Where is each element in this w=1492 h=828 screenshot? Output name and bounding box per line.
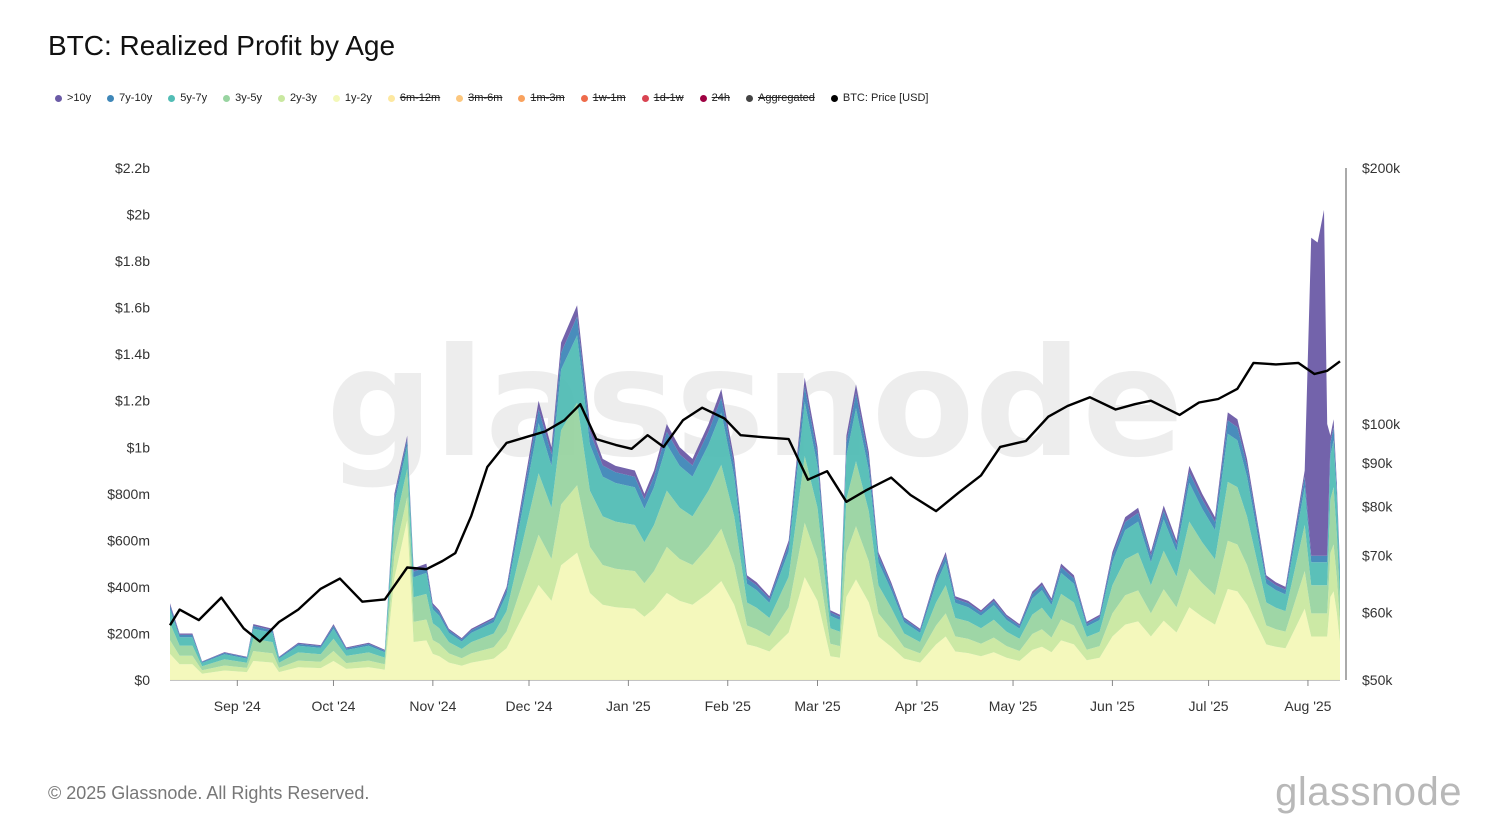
watermark-text: glassnode (326, 317, 1184, 491)
y-left-tick-label: $1.4b (115, 346, 150, 362)
y-right-tick-label: $80k (1362, 498, 1393, 514)
y-left-tick-label: $400m (107, 579, 150, 595)
x-tick-label: Apr '25 (895, 698, 939, 714)
x-tick-label: Aug '25 (1284, 698, 1331, 714)
legend-item[interactable]: BTC: Price [USD] (830, 92, 929, 104)
y-left-tick-label: $1.6b (115, 300, 150, 316)
legend-label: 3y-5y (235, 92, 263, 104)
legend-swatch (456, 94, 464, 102)
legend-swatch (641, 94, 649, 102)
legend-item[interactable]: 3m-6m (456, 92, 502, 104)
y-left-tick-label: $600m (107, 532, 150, 548)
legend-label: 1m-3m (530, 92, 565, 104)
y-left-tick-label: $800m (107, 486, 150, 502)
brand-logo: glassnode (1275, 770, 1462, 814)
legend-item[interactable]: 6m-12m (387, 92, 441, 104)
legend-item[interactable]: Aggregated (745, 92, 815, 104)
y-right-tick-label: $70k (1362, 548, 1393, 564)
legend-swatch (332, 94, 340, 102)
legend-item[interactable]: 5y-7y (168, 92, 207, 104)
legend-label: 5y-7y (180, 92, 208, 104)
legend-swatch (518, 94, 526, 102)
area-series-2y3y (170, 485, 1340, 674)
copyright-footer: © 2025 Glassnode. All Rights Reserved. (48, 783, 370, 803)
legend-swatch (107, 94, 115, 102)
legend-label: 7y-10y (119, 92, 153, 104)
legend-label: 1y-2y (344, 92, 372, 104)
x-tick-label: Feb '25 (705, 698, 751, 714)
legend-label: >10y (67, 92, 92, 104)
legend-swatch (830, 94, 838, 102)
x-tick-label: May '25 (989, 698, 1038, 714)
legend-item[interactable]: 1w-1m (580, 92, 626, 104)
x-tick-label: Mar '25 (794, 698, 840, 714)
legend-item[interactable]: 1y-2y (332, 92, 372, 104)
legend-label: 6m-12m (399, 92, 441, 104)
y-left-tick-label: $2b (127, 207, 151, 223)
area-series-5y7y (170, 335, 1340, 667)
chart-title: BTC: Realized Profit by Age (48, 30, 396, 61)
y-left-tick-label: $1.2b (115, 393, 150, 409)
x-tick-label: Sep '24 (214, 698, 261, 714)
y-right-tick-label: $50k (1362, 672, 1393, 688)
btc-price-line (168, 360, 1341, 643)
x-tick-label: Jul '25 (1189, 698, 1229, 714)
legend-item[interactable]: 24h (699, 92, 730, 104)
legend-label: 1d-1w (653, 92, 684, 104)
x-tick-label: Nov '24 (409, 698, 456, 714)
legend-label: 1w-1m (592, 92, 626, 104)
y-right-tick-label: $60k (1362, 605, 1393, 621)
legend-item[interactable]: 3y-5y (223, 92, 262, 104)
legend-label: 24h (711, 92, 730, 104)
legend-swatch (223, 94, 231, 102)
legend-label: BTC: Price [USD] (842, 92, 929, 104)
legend-swatch (278, 94, 286, 102)
legend-item[interactable]: 1m-3m (518, 92, 565, 104)
y-left-tick-label: $0 (134, 672, 150, 688)
y-left-tick-label: $200m (107, 625, 150, 641)
area-series-3y5y (170, 402, 1340, 671)
legend-swatch (387, 94, 395, 102)
legend-label: 2y-3y (290, 92, 317, 104)
legend-label: 3m-6m (468, 92, 503, 104)
y-left-tick-label: $1.8b (115, 253, 150, 269)
legend-label: Aggregated (757, 92, 815, 104)
y-left-tick-label: $1b (127, 439, 151, 455)
y-right-tick-label: $100k (1362, 416, 1401, 432)
area-series-1y2y (170, 520, 1340, 680)
legend-item[interactable]: 7y-10y (107, 92, 152, 104)
legend-swatch (745, 94, 753, 102)
x-tick-label: Jun '25 (1090, 698, 1135, 714)
legend-swatch (699, 94, 707, 102)
legend: >10y 7y-10y 5y-7y 3y-5y 2y-3y 1y-2y 6m-12m 3m-6… (55, 92, 928, 104)
y-left-tick-label: $2.2b (115, 160, 150, 176)
legend-swatch (580, 94, 588, 102)
x-tick-label: Dec '24 (505, 698, 552, 714)
y-right-tick-label: $200k (1362, 160, 1401, 176)
y-right-tick-label: $90k (1362, 455, 1393, 471)
legend-item[interactable]: 1d-1w (641, 92, 684, 104)
legend-swatch (55, 94, 62, 102)
legend-swatch (168, 94, 176, 102)
legend-item[interactable]: 2y-3y (278, 92, 317, 104)
legend-item[interactable]: >10y (55, 92, 91, 104)
x-tick-label: Jan '25 (606, 698, 651, 714)
x-tick-label: Oct '24 (312, 698, 356, 714)
